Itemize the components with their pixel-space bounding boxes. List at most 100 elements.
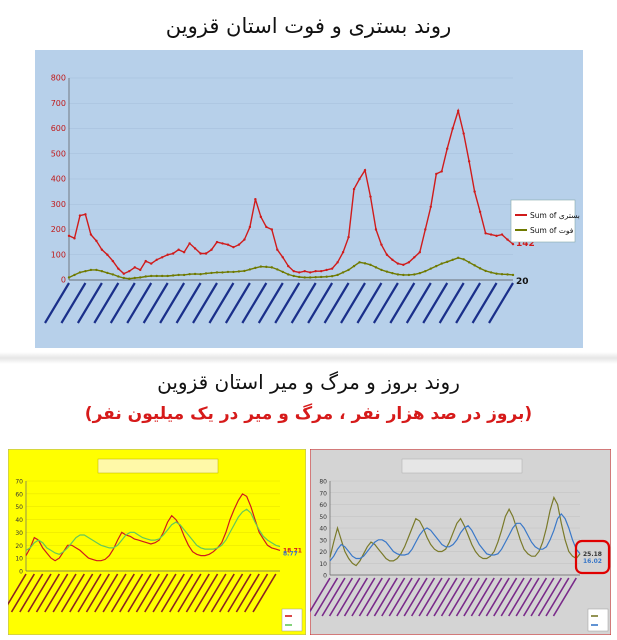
x-tick-label bbox=[93, 282, 120, 324]
data-point bbox=[511, 273, 515, 277]
x-tick-label bbox=[119, 573, 144, 613]
data-point bbox=[150, 262, 153, 265]
x-tick-label bbox=[194, 573, 219, 613]
data-point bbox=[314, 269, 317, 273]
data-point bbox=[188, 272, 191, 276]
data-point bbox=[484, 232, 487, 235]
x-tick-label bbox=[241, 282, 268, 324]
x-tick-label bbox=[76, 282, 103, 324]
x-tick-label bbox=[235, 573, 260, 613]
data-point bbox=[243, 238, 246, 241]
x-tick-label bbox=[126, 282, 153, 324]
series-end-label: 8.77 bbox=[283, 551, 298, 558]
hospitalization-death-chart: 0 100 200 300 400 500 600 700 800 142 20 Sum of ب… bbox=[35, 50, 583, 348]
x-tick-label bbox=[257, 282, 284, 324]
data-point bbox=[226, 243, 230, 246]
data-point bbox=[495, 234, 498, 238]
y-tick-label: 0 bbox=[19, 569, 23, 576]
x-tick-label bbox=[463, 577, 488, 617]
data-point bbox=[171, 274, 175, 277]
x-tick-label bbox=[102, 573, 127, 613]
data-point bbox=[166, 253, 169, 256]
data-point bbox=[440, 262, 443, 265]
data-point bbox=[73, 273, 76, 277]
x-tick-label bbox=[127, 573, 152, 613]
x-tick-label bbox=[418, 577, 443, 617]
data-point bbox=[232, 245, 235, 249]
x-tick-label bbox=[185, 573, 210, 613]
data-point bbox=[182, 273, 186, 277]
x-tick-label bbox=[455, 282, 482, 324]
x-tick-label bbox=[44, 573, 69, 613]
data-point bbox=[511, 242, 515, 246]
x-tick-label bbox=[10, 573, 36, 613]
data-point bbox=[396, 262, 400, 265]
x-tick-label bbox=[340, 282, 366, 324]
data-point bbox=[281, 256, 284, 259]
data-point bbox=[144, 275, 147, 278]
x-tick-label bbox=[422, 282, 449, 324]
data-point bbox=[117, 267, 120, 270]
x-tick-label bbox=[159, 282, 186, 324]
data-point bbox=[182, 251, 186, 254]
data-point bbox=[440, 170, 443, 173]
bottom-section-title: روند بروز و مرگ و میر استان قزوین bbox=[157, 370, 460, 394]
data-point bbox=[237, 270, 241, 273]
x-tick-label bbox=[388, 577, 413, 617]
incidence-chart-left: 0 10 20 30 40 50 60 70 18.718.77 bbox=[8, 449, 306, 635]
data-point bbox=[303, 276, 306, 279]
x-tick-label bbox=[366, 577, 391, 617]
right-chart-title-box bbox=[401, 458, 523, 474]
x-tick-label bbox=[224, 282, 251, 324]
x-tick-label bbox=[433, 577, 458, 617]
data-point bbox=[270, 266, 274, 269]
y-tick-label: 600 bbox=[51, 124, 66, 133]
data-point bbox=[287, 273, 290, 276]
data-point bbox=[336, 273, 339, 277]
x-tick-label bbox=[60, 282, 87, 324]
data-point bbox=[462, 258, 465, 261]
data-point bbox=[298, 275, 301, 279]
y-tick-label: 500 bbox=[51, 149, 66, 158]
x-tick-label bbox=[144, 573, 169, 613]
data-point bbox=[204, 252, 208, 255]
data-point bbox=[133, 266, 136, 269]
x-tick-label bbox=[69, 573, 94, 613]
series-line-2 bbox=[329, 512, 581, 562]
x-tick-label bbox=[310, 577, 331, 613]
x-tick-label bbox=[478, 577, 503, 617]
series-line-2 bbox=[25, 508, 281, 555]
data-point bbox=[467, 160, 471, 163]
data-point bbox=[292, 269, 295, 273]
data-point bbox=[374, 266, 378, 269]
x-tick-label bbox=[219, 573, 244, 613]
data-point bbox=[221, 271, 224, 274]
data-point bbox=[424, 269, 427, 273]
data-point bbox=[78, 214, 82, 217]
data-point bbox=[446, 147, 449, 150]
data-point bbox=[199, 272, 202, 276]
y-tick-label: 70 bbox=[15, 479, 23, 486]
x-tick-label bbox=[552, 577, 577, 617]
data-point bbox=[330, 275, 334, 278]
x-tick-label bbox=[323, 282, 350, 324]
series-line-1 bbox=[25, 493, 281, 562]
y-tick-label: 20 bbox=[15, 543, 23, 550]
data-point bbox=[177, 273, 180, 277]
x-tick-label bbox=[448, 577, 473, 617]
x-tick-label bbox=[307, 282, 334, 324]
top-chart-legend: Sum of بستری Sum of فوت bbox=[510, 199, 580, 243]
data-point bbox=[188, 242, 191, 245]
x-tick-label bbox=[60, 573, 85, 613]
data-point bbox=[221, 242, 224, 245]
data-point bbox=[506, 238, 509, 241]
right-chart-highlight-box bbox=[574, 539, 611, 575]
x-tick-label bbox=[110, 573, 135, 613]
data-point bbox=[298, 271, 301, 274]
data-point bbox=[473, 264, 476, 267]
data-point bbox=[358, 177, 361, 181]
x-tick-label bbox=[488, 282, 514, 324]
data-point bbox=[446, 260, 449, 264]
x-tick-label bbox=[52, 573, 77, 613]
data-point bbox=[358, 261, 361, 264]
